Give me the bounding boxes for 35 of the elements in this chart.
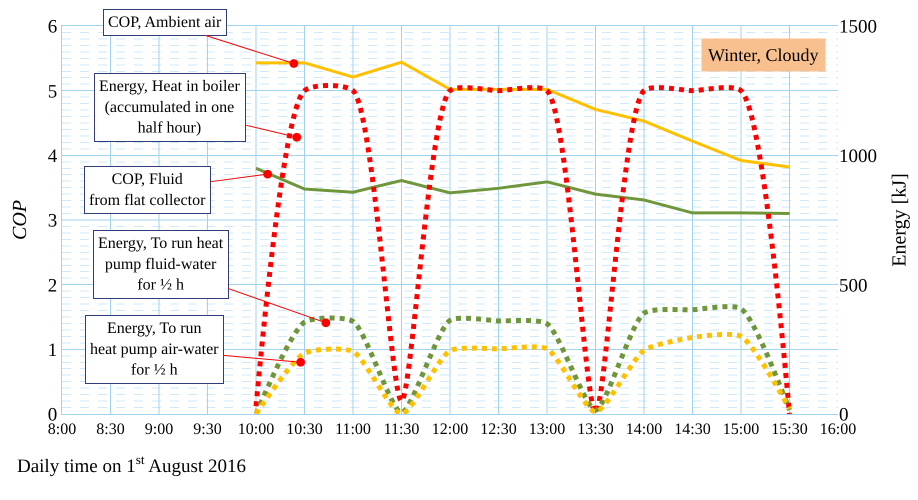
y-tick-label: 5 [48, 81, 58, 102]
annotation: COP, Ambient air [108, 14, 222, 31]
y2-tick-label: 1500 [839, 16, 877, 38]
x-tick-label: 14:00 [626, 421, 662, 438]
y2-tick-label: 500 [839, 275, 868, 296]
x-tick-label: 9:00 [144, 421, 174, 438]
annotation: Winter, Cloudy [708, 45, 819, 65]
x-tick-label: 13:30 [577, 421, 614, 438]
x-tick-label: 15:30 [771, 421, 808, 438]
y2-axis-title: Energy [kJ] [888, 173, 910, 267]
y-axis-title: COP [9, 200, 32, 240]
y-tick-label: 2 [48, 275, 58, 296]
x-tick-label: 13:00 [528, 421, 566, 438]
x-tick-label: 10:00 [238, 421, 274, 438]
x-tick-label: 8:30 [96, 421, 125, 438]
x-tick-label: 12:30 [480, 421, 517, 438]
y-tick-label: 4 [48, 146, 58, 167]
y2-tick-label: 1000 [839, 146, 877, 167]
x-tick-label: 11:00 [335, 421, 371, 438]
x-axis-title: Daily time on 1$^{st}$ August 2016 [17, 452, 246, 477]
annotation: Energy, To run heat pump air-water for ½ h [90, 320, 220, 379]
x-tick-label: 12:00 [432, 421, 468, 438]
y-tick-label: 1 [48, 340, 58, 361]
x-tick-label: 15:00 [722, 421, 760, 438]
x-tick-label: 11:30 [384, 421, 420, 438]
x-tick-label: 14:30 [674, 421, 711, 438]
x-tick-label: 16:00 [820, 421, 856, 438]
x-tick-label: 9:30 [193, 421, 222, 438]
y-tick-label: 6 [48, 16, 58, 38]
annotation: COP, Fluid from flat collector [89, 171, 206, 209]
annotation: Energy, Heat in boiler (accumulated in one half hour) [99, 78, 241, 137]
line-series [254, 166, 791, 216]
y-tick-label: 3 [48, 210, 58, 232]
annotation: Energy, To run heat pump fluid-water for ½ h [98, 235, 224, 294]
x-tick-label: 10:30 [286, 421, 323, 438]
